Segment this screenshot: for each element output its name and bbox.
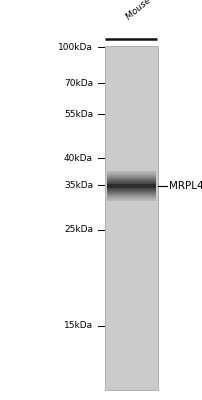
Bar — [107, 191, 156, 192]
Bar — [107, 177, 156, 178]
Bar — [107, 174, 156, 175]
Bar — [107, 192, 156, 193]
Bar — [107, 172, 156, 173]
Bar — [107, 186, 156, 187]
Bar — [107, 175, 156, 176]
Bar — [107, 182, 156, 183]
Bar — [107, 179, 156, 180]
Bar — [107, 195, 156, 196]
Text: 35kDa: 35kDa — [64, 181, 93, 190]
Text: Mouse brain: Mouse brain — [124, 0, 173, 22]
Text: 15kDa: 15kDa — [64, 322, 93, 330]
Text: 25kDa: 25kDa — [64, 226, 93, 234]
Text: 100kDa: 100kDa — [58, 43, 93, 52]
Bar — [107, 185, 156, 186]
Text: MRPL46: MRPL46 — [169, 181, 202, 191]
Bar — [107, 176, 156, 177]
Bar — [107, 180, 156, 181]
Bar — [107, 189, 156, 190]
Bar — [107, 197, 156, 198]
Bar — [107, 182, 156, 183]
Text: 70kDa: 70kDa — [64, 79, 93, 88]
Bar — [107, 171, 156, 172]
Bar — [107, 187, 156, 188]
Bar — [107, 184, 156, 185]
Text: 55kDa: 55kDa — [64, 110, 93, 119]
Bar — [107, 196, 156, 197]
Bar — [107, 199, 156, 200]
Bar — [107, 198, 156, 199]
Bar — [107, 178, 156, 179]
Bar — [107, 190, 156, 191]
Bar — [107, 181, 156, 182]
Bar — [107, 191, 156, 192]
Bar — [107, 188, 156, 189]
Bar — [107, 200, 156, 201]
Bar — [105, 46, 158, 390]
Bar — [107, 189, 156, 190]
Bar — [107, 173, 156, 174]
Bar — [107, 194, 156, 195]
Bar — [107, 180, 156, 181]
Text: 40kDa: 40kDa — [64, 154, 93, 163]
Bar — [107, 193, 156, 194]
Bar — [107, 183, 156, 184]
